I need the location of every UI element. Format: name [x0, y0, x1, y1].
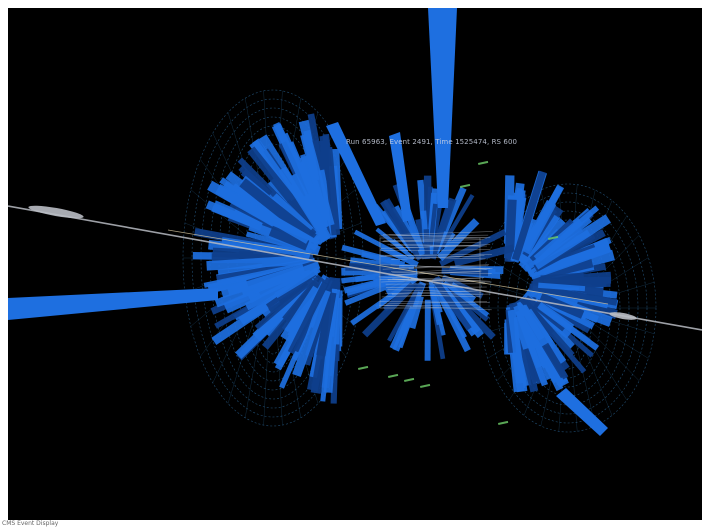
calorimeter-tower: [538, 282, 586, 292]
tracker-hit-line: [390, 271, 492, 274]
calorimeter-tower: [254, 277, 315, 330]
status-bar: CMS Event Display: [0, 520, 704, 528]
calorimeter-tower: [341, 244, 401, 266]
calorimeter-tower: [217, 186, 310, 244]
calorimeter-tower: [436, 218, 480, 261]
event-info-label: Run 65963, Event 2491, Time 1525474, RS …: [346, 138, 518, 146]
calorimeter-tower: [220, 264, 306, 298]
calorimeter-tower: [431, 276, 472, 331]
large-tower-left: [8, 288, 218, 320]
muon-hit: [547, 235, 559, 240]
tracker-hit-line: [388, 271, 481, 276]
muon-hit: [388, 373, 399, 378]
muon-hit: [460, 183, 471, 188]
beam-element-left: [28, 205, 84, 219]
event-display-viewport[interactable]: Run 65963, Event 2491, Time 1525474, RS …: [8, 8, 702, 520]
tracker-hit-line: [383, 240, 482, 244]
calorimeter-tower: [383, 198, 420, 253]
calorimeter-tower: [428, 203, 438, 247]
tracker-hit-line: [387, 279, 481, 282]
calorimeter-tower: [303, 193, 328, 233]
tracker-hit-line: [380, 245, 479, 249]
calorimeter-tower: [532, 214, 611, 270]
calorimeter-tower: [385, 277, 412, 296]
calorimeter-tower: [274, 267, 319, 299]
calorimeter-tower: [353, 229, 409, 262]
tracker-hit-line: [384, 301, 488, 305]
calorimeter-tower: [449, 282, 477, 304]
calorimeter-tower: [528, 283, 618, 306]
calorimeter-tower: [523, 185, 563, 252]
calorimeter-tower: [375, 227, 416, 261]
calorimeter-tower: [537, 301, 575, 331]
calorimeter-tower: [268, 225, 310, 251]
tracker-hit-line: [379, 301, 490, 303]
beam-line: [8, 205, 702, 331]
calorimeter-tower: [433, 285, 471, 353]
calorimeter-tower: [541, 255, 578, 275]
tracker-hit-line: [379, 234, 489, 237]
calorimeter-tower: [296, 161, 328, 225]
tracker-hit-line: [380, 256, 486, 260]
calorimeter-tower: [541, 290, 578, 307]
event-3d-scene[interactable]: [8, 8, 702, 520]
calorimeter-tower: [282, 274, 326, 324]
tracker-core: [378, 231, 493, 311]
calorimeter-tower: [280, 285, 323, 343]
calorimeter-tower: [287, 281, 329, 355]
calorimeter-tower: [539, 293, 585, 319]
tracker-hit-line: [386, 286, 487, 288]
tracker-hit-line: [387, 289, 482, 293]
calorimeter-tower: [323, 146, 341, 236]
calorimeter-tower: [511, 170, 547, 261]
tracker-hit-line: [391, 294, 481, 298]
calorimeter-tower: [423, 229, 431, 260]
large-tower-top: [428, 8, 457, 208]
calorimeter-tower: [439, 229, 507, 267]
calorimeter-tower: [515, 310, 549, 387]
tracker-hit-line: [387, 243, 481, 247]
tracker-hit-line: [379, 254, 480, 257]
muon-hit: [358, 365, 369, 370]
calorimeter-tower: [518, 304, 549, 348]
large-energy-towers: [8, 8, 608, 436]
tracker-hit-line: [390, 270, 482, 275]
muon-hit: [420, 383, 431, 388]
calorimeter-tower: [239, 178, 317, 243]
muon-hit: [404, 377, 415, 382]
beam-element-right: [609, 312, 637, 320]
calorimeter-tower: [292, 289, 331, 378]
large-tower-top-left: [326, 122, 386, 226]
muon-hit: [478, 160, 489, 165]
tracker-hit-line: [392, 264, 490, 269]
tracker-hit-line: [383, 304, 492, 311]
tracker-hit-line: [381, 293, 491, 298]
calorimeter-tower: [300, 133, 335, 227]
calorimeter-tower: [519, 296, 575, 358]
particle-track: [167, 229, 609, 305]
calorimeter-towers: [192, 113, 619, 404]
beam-pipe: [8, 205, 702, 331]
calorimeter-tower: [373, 203, 414, 252]
calorimeter-tower: [375, 278, 415, 310]
tracker-hit-line: [382, 265, 489, 270]
calorimeter-tower: [532, 276, 612, 286]
calorimeter-tower: [533, 218, 584, 262]
tracker-hit-line: [388, 231, 493, 235]
calorimeter-tower: [507, 309, 522, 355]
large-tower-bottom-right: [556, 388, 608, 436]
calorimeter-tower: [206, 254, 310, 271]
large-tower-top-mid: [389, 132, 412, 222]
calorimeter-tower: [316, 291, 337, 357]
calorimeter-tower: [349, 262, 400, 273]
status-text: CMS Event Display: [2, 520, 59, 527]
muon-hit: [498, 420, 509, 425]
tracker-hit-line: [382, 234, 487, 239]
tracker-hit-line: [391, 290, 483, 294]
tracker-hit-line: [379, 249, 491, 252]
